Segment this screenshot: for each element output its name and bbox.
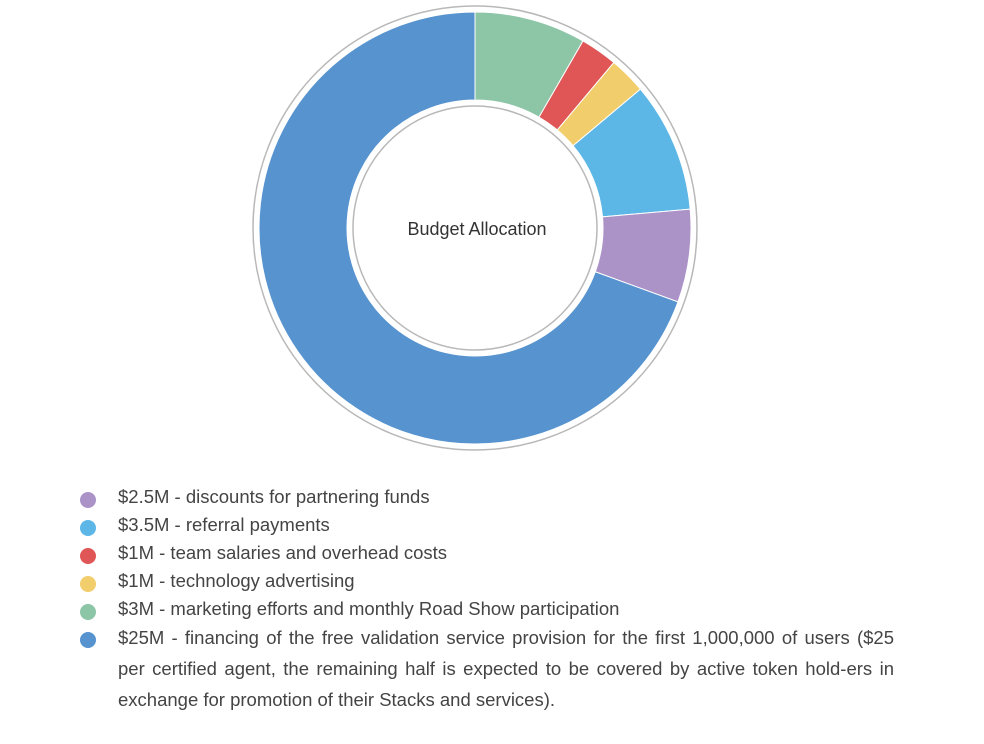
legend-item: $1M - technology advertising — [80, 570, 920, 592]
chart-title: Budget Allocation — [407, 219, 546, 239]
legend-swatch — [80, 604, 96, 620]
legend-swatch — [80, 548, 96, 564]
legend-swatch — [80, 632, 96, 648]
inner-ring — [352, 105, 598, 351]
legend-item: $3.5M - referral payments — [80, 514, 920, 536]
legend-item: $1M - team salaries and overhead costs — [80, 542, 920, 564]
legend-swatch — [80, 520, 96, 536]
legend-label: $1M - team salaries and overhead costs — [118, 542, 448, 563]
donut-chart-container: Budget Allocation — [252, 5, 698, 451]
legend-item: $3M - marketing efforts and monthly Road… — [80, 598, 920, 620]
inner-hole — [347, 100, 603, 356]
legend-label: $25M - financing of the free validation … — [118, 627, 894, 710]
budget-donut-chart: Budget Allocation — [252, 5, 698, 451]
legend-swatch — [80, 576, 96, 592]
legend-label: $3.5M - referral payments — [118, 514, 330, 535]
legend-swatch — [80, 492, 96, 508]
outer-ring — [252, 5, 698, 451]
legend: $2.5M - discounts for partnering funds $… — [80, 486, 920, 715]
legend-label: $1M - technology advertising — [118, 570, 355, 591]
legend-label: $3M - marketing efforts and monthly Road… — [118, 598, 620, 619]
legend-label: $2.5M - discounts for partnering funds — [118, 486, 430, 507]
legend-item: $2.5M - discounts for partnering funds — [80, 486, 920, 508]
legend-item: $25M - financing of the free validation … — [80, 626, 920, 715]
